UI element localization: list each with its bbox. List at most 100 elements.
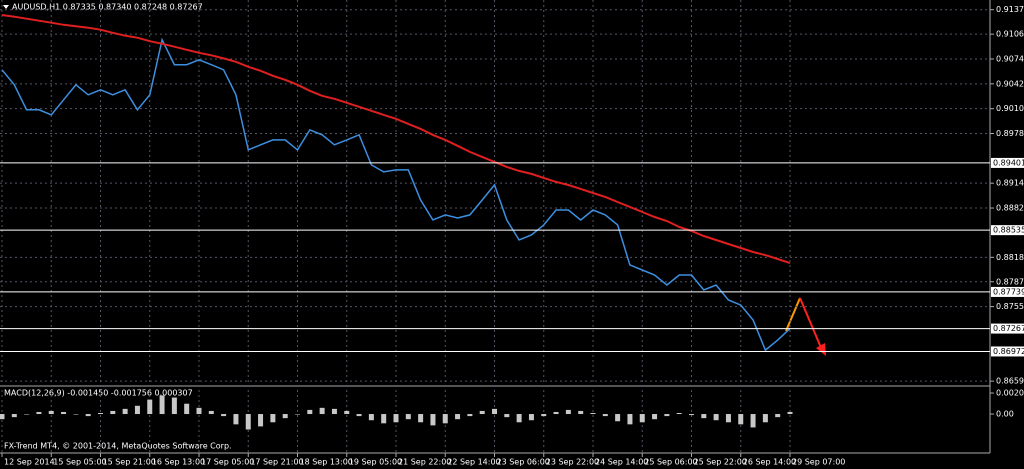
x-tick-label: 22 Sep 14:00 bbox=[447, 458, 500, 467]
x-tick-label: 17 Sep 05:00 bbox=[201, 458, 254, 467]
bar bbox=[61, 411, 67, 415]
bar bbox=[208, 410, 214, 415]
bar bbox=[258, 414, 264, 427]
bar bbox=[430, 414, 436, 426]
bar bbox=[418, 414, 424, 423]
footer: FX-Trend MT4, © 2001-2014, MetaQuotes So… bbox=[4, 442, 232, 451]
bar bbox=[725, 414, 731, 423]
bar bbox=[775, 414, 781, 418]
bar bbox=[307, 409, 313, 415]
bar bbox=[0, 414, 5, 420]
bar bbox=[184, 403, 190, 415]
bar bbox=[541, 414, 547, 417]
bar bbox=[565, 409, 571, 415]
level-label-box bbox=[991, 323, 1024, 334]
projection-down bbox=[799, 297, 823, 351]
x-tick-label: 21 Sep 22:00 bbox=[398, 458, 451, 467]
bar bbox=[147, 399, 153, 415]
bar bbox=[110, 410, 116, 415]
bar bbox=[393, 414, 399, 423]
x-tick-label: 15 Sep 05:00 bbox=[53, 458, 106, 467]
bar bbox=[98, 413, 103, 415]
bar bbox=[134, 405, 140, 415]
macd-title: MACD(12,26,9) -0.001450 -0.001756 0.0003… bbox=[4, 389, 193, 398]
series-line bbox=[1, 37, 791, 352]
bar bbox=[24, 414, 30, 415]
bar bbox=[221, 414, 227, 417]
y-tick-label: 0.88185 bbox=[996, 253, 1024, 262]
x-tick-label: 29 Sep 07:00 bbox=[792, 458, 845, 467]
bar bbox=[159, 395, 165, 415]
bar bbox=[590, 413, 596, 415]
bar bbox=[122, 408, 128, 415]
x-tick-label: 25 Sep 22:00 bbox=[694, 458, 747, 467]
bar bbox=[319, 407, 325, 415]
level-label: 0.89401 bbox=[993, 158, 1024, 167]
x-tick-label: 23 Sep 06:00 bbox=[497, 458, 550, 467]
bar bbox=[516, 414, 522, 423]
bar bbox=[344, 410, 350, 415]
bar bbox=[196, 407, 202, 415]
bar bbox=[492, 408, 497, 415]
bar bbox=[36, 411, 42, 415]
bar bbox=[356, 414, 362, 417]
bar bbox=[442, 414, 448, 424]
bar bbox=[455, 414, 461, 420]
bar bbox=[73, 414, 79, 415]
chart-title: AUDUSD,H1 0.87335 0.87340 0.87248 0.8726… bbox=[12, 3, 203, 12]
menu-arrow bbox=[3, 5, 9, 9]
bar bbox=[553, 411, 559, 415]
bar bbox=[48, 410, 54, 415]
bar bbox=[368, 414, 374, 421]
level-label: 0.87739 bbox=[993, 287, 1024, 296]
projection-up bbox=[785, 297, 801, 332]
bar bbox=[639, 414, 645, 423]
x-tick-label: 23 Sep 22:00 bbox=[546, 458, 599, 467]
x-tick-label: 15 Sep 21:00 bbox=[103, 458, 156, 467]
bar bbox=[676, 413, 682, 415]
bar bbox=[738, 414, 744, 425]
x-tick-label: 26 Sep 14:00 bbox=[743, 458, 796, 467]
arrow-head bbox=[816, 343, 826, 356]
x-tick-label: 18 Sep 13:00 bbox=[300, 458, 353, 467]
level-label-box bbox=[991, 346, 1024, 357]
bar bbox=[689, 414, 694, 416]
x-tick-label: 25 Sep 06:00 bbox=[644, 458, 697, 467]
bar bbox=[381, 414, 387, 424]
bar bbox=[578, 410, 584, 415]
series-line bbox=[1, 14, 791, 265]
level-label-box bbox=[991, 225, 1024, 236]
x-tick-label: 24 Sep 14:00 bbox=[595, 458, 648, 467]
bar bbox=[750, 414, 756, 428]
bar bbox=[11, 414, 17, 418]
level-label-box bbox=[991, 286, 1024, 297]
x-tick-label: 17 Sep 21:00 bbox=[250, 458, 303, 467]
bar bbox=[405, 414, 411, 420]
bar bbox=[295, 414, 300, 415]
y-tick-label: 0.002036 bbox=[996, 389, 1024, 398]
y-tick-label: 0.00 bbox=[996, 410, 1014, 419]
bar bbox=[627, 414, 633, 425]
level-label: 0.87267 bbox=[993, 324, 1024, 333]
level-label: 0.88535 bbox=[993, 226, 1024, 235]
level-label-box bbox=[991, 157, 1024, 168]
bar bbox=[233, 414, 239, 425]
level-label: 0.86972 bbox=[993, 347, 1024, 356]
bar bbox=[652, 414, 658, 420]
x-tick-label: 19 Sep 05:00 bbox=[349, 458, 402, 467]
y-tick-label: 0.91375 bbox=[996, 5, 1024, 14]
bar bbox=[85, 414, 91, 417]
bar bbox=[615, 414, 621, 422]
